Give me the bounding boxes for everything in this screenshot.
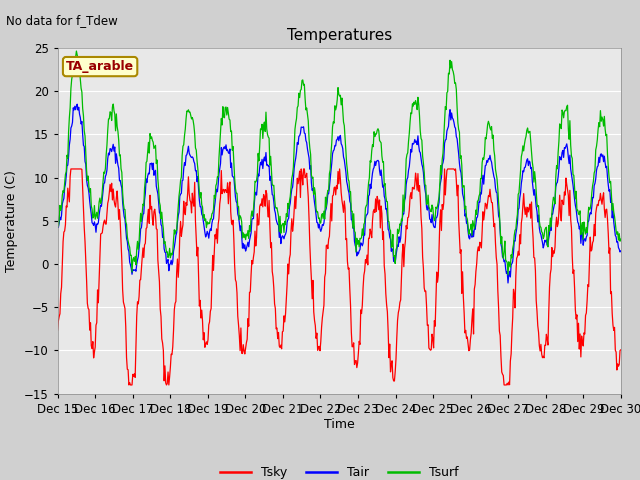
Tsky (180, 208, 188, 214)
Tsky (426, 346, 433, 352)
Tsky (211, 249, 218, 254)
Tair (123, 236, 131, 241)
Tsurf (617, 236, 625, 242)
X-axis label: Time: Time (324, 419, 355, 432)
Tsurf (210, 206, 218, 212)
Tsky (67, 166, 75, 172)
Tair (180, 166, 188, 172)
Tsurf (180, 142, 188, 148)
Tsky (617, 347, 625, 353)
Tsky (410, 185, 417, 191)
Title: Temperatures: Temperatures (287, 28, 392, 43)
Tair (210, 216, 218, 222)
Line: Tsky: Tsky (58, 169, 621, 385)
Tair (54, 223, 61, 229)
Tsurf (504, 272, 512, 277)
Tair (64, 162, 72, 168)
Tsky (123, 355, 131, 360)
Tair (408, 141, 416, 146)
Tair (74, 101, 81, 107)
Line: Tair: Tair (58, 104, 621, 283)
Tsurf (123, 221, 131, 227)
Tair (504, 280, 512, 286)
Tsky (125, 382, 132, 388)
Y-axis label: Temperature (C): Temperature (C) (5, 170, 19, 272)
Tsurf (408, 101, 416, 107)
Legend: Tsky, Tair, Tsurf: Tsky, Tair, Tsurf (214, 461, 464, 480)
Text: TA_arable: TA_arable (66, 60, 134, 73)
Text: No data for f_Tdew: No data for f_Tdew (6, 14, 118, 27)
Tsurf (54, 213, 61, 219)
Tsurf (425, 204, 433, 210)
Tair (617, 248, 625, 254)
Tair (425, 206, 433, 212)
Tsky (64, 185, 72, 191)
Tsky (54, 327, 61, 333)
Line: Tsurf: Tsurf (58, 51, 621, 275)
Tsurf (72, 48, 80, 54)
Tsurf (64, 156, 72, 161)
